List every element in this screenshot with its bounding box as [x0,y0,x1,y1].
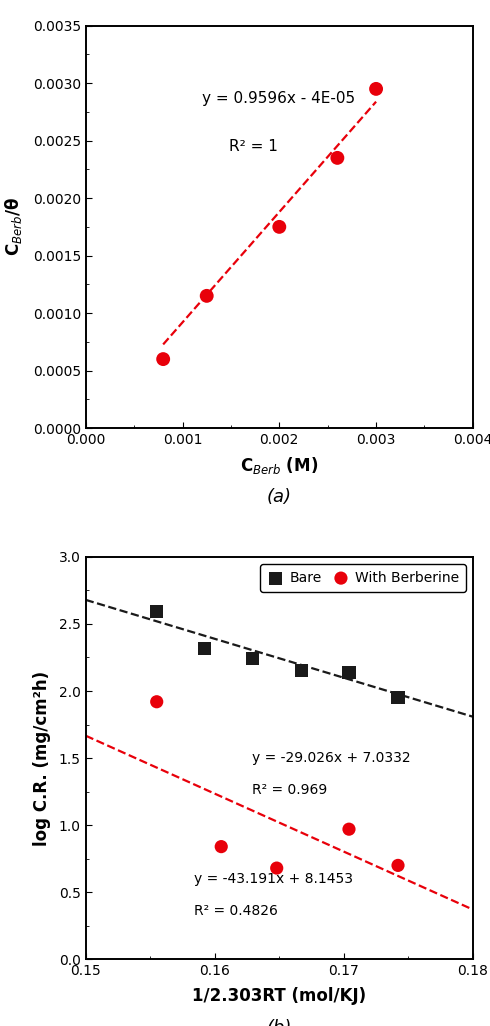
Text: y = -29.026x + 7.0332: y = -29.026x + 7.0332 [252,751,411,765]
Bare [248,650,256,667]
With Berberine [394,857,402,873]
Point [159,351,167,367]
Text: (a): (a) [267,487,292,506]
With Berberine [153,694,161,710]
With Berberine [273,860,281,876]
Text: R² = 1: R² = 1 [229,139,278,154]
Point [333,150,341,166]
Bare [394,689,402,706]
Bare [297,663,305,679]
Legend: Bare, With Berberine: Bare, With Berberine [260,564,466,592]
Text: R² = 0.969: R² = 0.969 [252,783,327,797]
Y-axis label: log C.R. (mg/cm²h): log C.R. (mg/cm²h) [32,671,50,845]
Y-axis label: C$_{Berb}$/θ: C$_{Berb}$/θ [3,197,24,256]
X-axis label: 1/2.303RT (mol/KJ): 1/2.303RT (mol/KJ) [192,987,367,1004]
Bare [345,664,353,680]
With Berberine [218,838,225,855]
With Berberine [345,821,353,837]
Point [275,219,283,235]
Text: (b): (b) [267,1019,292,1026]
Text: y = 0.9596x - 4E-05: y = 0.9596x - 4E-05 [202,90,355,106]
Point [372,81,380,97]
Point [203,287,211,304]
Bare [200,640,208,657]
Text: y = -43.191x + 8.1453: y = -43.191x + 8.1453 [194,872,353,885]
Text: R² = 0.4826: R² = 0.4826 [194,904,278,918]
X-axis label: C$_{Berb}$ (M): C$_{Berb}$ (M) [240,456,318,476]
Bare [153,603,161,620]
